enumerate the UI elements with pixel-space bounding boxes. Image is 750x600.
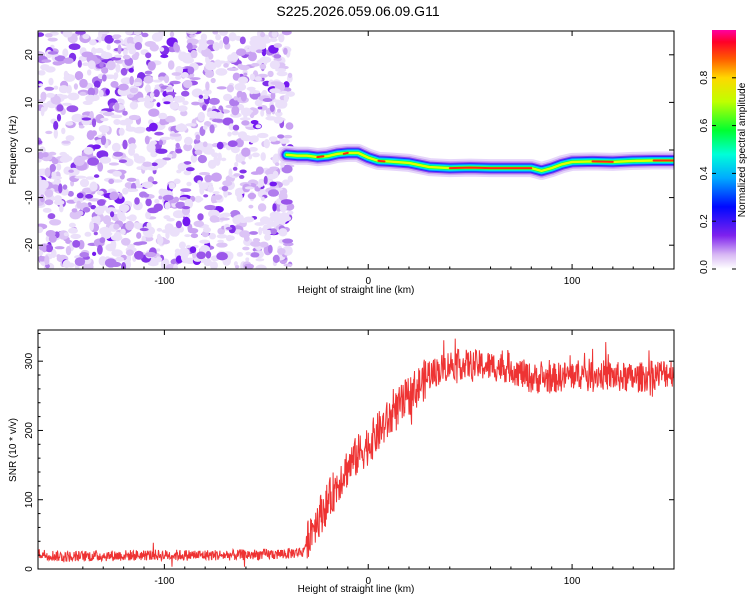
y-tick-label: 0 <box>24 147 35 153</box>
x-tick-label: 100 <box>564 276 581 287</box>
colorbar-label: Normalized spectral amplitude <box>737 82 748 217</box>
snr-panel <box>38 338 674 567</box>
chart-title: S225.2026.059.06.09.G11 <box>276 3 439 19</box>
snr-axes: -100 0 100 0 100 200 300 <box>24 330 674 587</box>
snr-frame <box>37 329 675 570</box>
y-tick-label: 0 <box>24 566 35 572</box>
x-tick-label: 100 <box>564 576 581 587</box>
colorbar-ticks: 0.0 0.2 0.4 0.6 0.8 <box>699 70 736 274</box>
colorbar-tick-label: 0.6 <box>699 118 710 132</box>
spectrogram-ylabel: Frequency (Hz) <box>8 116 19 185</box>
x-tick-label: 0 <box>365 576 371 587</box>
colorbar-tick-label: 0.4 <box>699 166 710 180</box>
spectrogram-xlabel: Height of straight line (km) <box>298 285 415 296</box>
noise-speckle <box>38 31 295 269</box>
colorbar-tick-label: 0.2 <box>699 214 710 228</box>
colorbar <box>712 30 736 269</box>
y-tick-label: 300 <box>24 352 35 369</box>
y-tick-label: 20 <box>24 49 35 61</box>
snr-ylabel: SNR (10 * v/v) <box>8 418 19 482</box>
y-tick-label: 10 <box>24 96 35 108</box>
y-tick-label: -10 <box>24 190 35 205</box>
y-tick-label: 200 <box>24 422 35 439</box>
y-tick-label: 100 <box>24 491 35 508</box>
colorbar-tick-label: 0.8 <box>699 70 710 84</box>
x-tick-label: -100 <box>154 576 174 587</box>
x-tick-label: -100 <box>154 276 174 287</box>
frequency-ridge <box>277 143 674 180</box>
spectrogram-panel <box>38 31 674 269</box>
snr-series-line <box>38 338 674 567</box>
colorbar-tick-label: 0.0 <box>699 260 710 274</box>
y-tick-label: -20 <box>24 238 35 253</box>
x-tick-label: 0 <box>365 276 371 287</box>
snr-xlabel: Height of straight line (km) <box>298 584 415 595</box>
